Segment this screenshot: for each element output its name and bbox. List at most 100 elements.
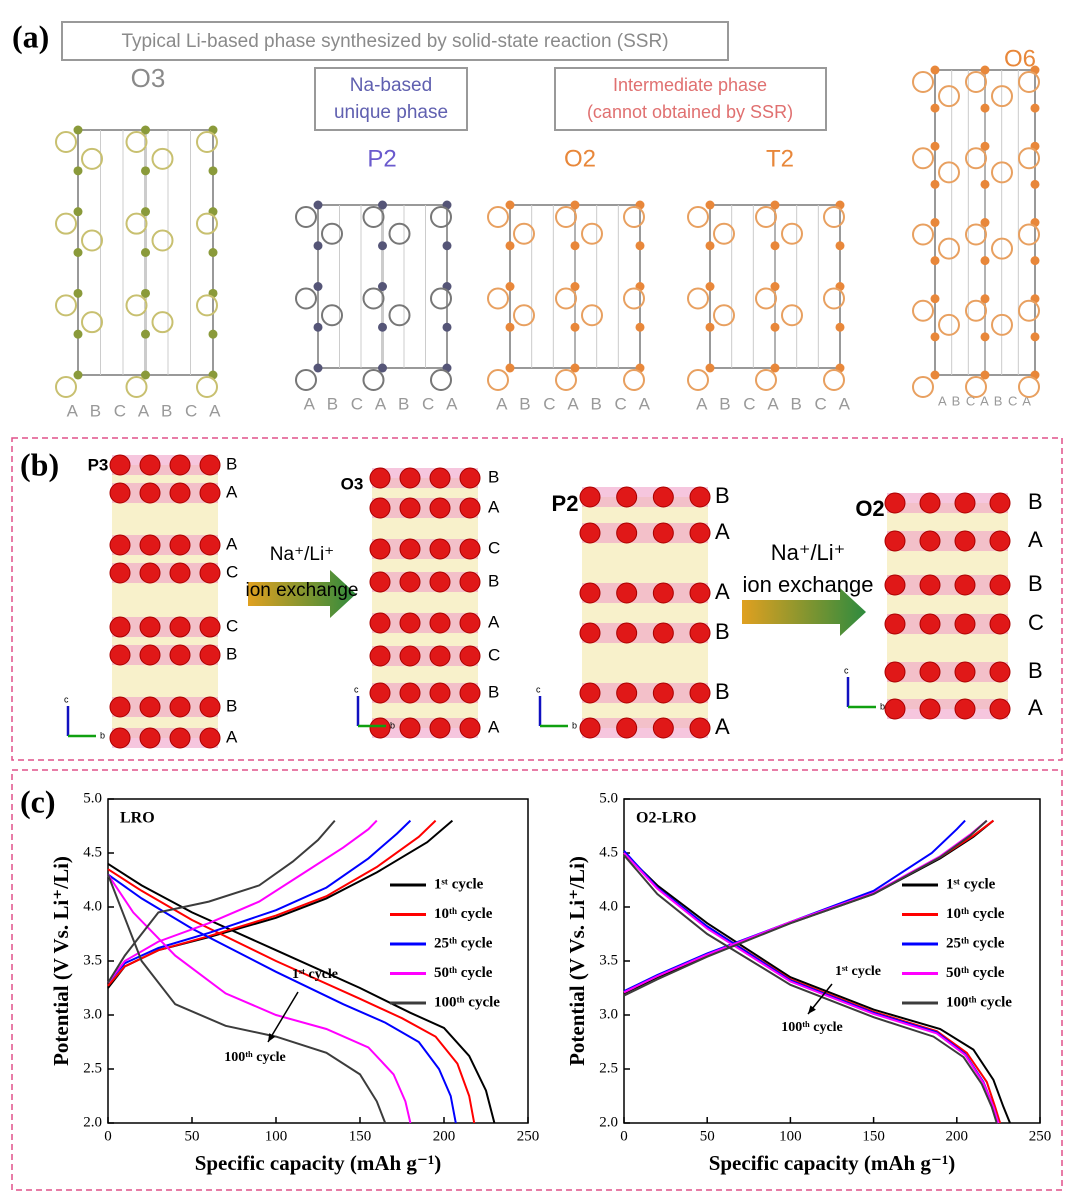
legend-label: 10ᵗʰ cycle	[946, 906, 1005, 922]
octahedra-layer	[582, 523, 708, 543]
oxygen-atom	[623, 369, 645, 391]
oxygen-atom	[169, 534, 191, 556]
metal-atom	[570, 322, 580, 332]
discharge-curve	[623, 854, 998, 1124]
metal-atom	[1030, 103, 1040, 113]
metal-atom	[930, 256, 940, 266]
oxygen-atom	[388, 304, 411, 327]
oxygen-atom	[579, 486, 601, 508]
x-axis-label: Specific capacity (mAh g⁻¹)	[709, 1151, 956, 1175]
stacking-label: A B C A B C A	[938, 393, 1032, 408]
oxygen-atom	[81, 147, 103, 170]
oxygen-atom	[169, 696, 191, 718]
x-tick-label: 100	[779, 1128, 802, 1144]
oxygen-atom	[487, 369, 509, 391]
octahedra-layer	[112, 563, 218, 583]
y-tick-label: 3.0	[83, 1006, 102, 1022]
oxygen-atom	[109, 696, 131, 718]
metal-atom	[313, 241, 323, 251]
metal-atom	[705, 200, 715, 210]
annotation-arrow	[267, 991, 299, 1043]
x-tick-label: 250	[1029, 1128, 1052, 1144]
metal-atom	[770, 282, 780, 291]
oxygen-atom	[109, 534, 131, 556]
layer-label: A	[715, 714, 730, 739]
oxygen-atom	[884, 698, 906, 720]
oxygen-atom	[55, 212, 77, 235]
oxygen-atom	[362, 287, 385, 310]
oxygen-atom	[295, 287, 317, 310]
oxygen-atom	[169, 454, 191, 476]
oxygen-atom	[459, 538, 481, 560]
oxygen-atom	[125, 294, 148, 317]
oxygen-atom	[139, 727, 161, 749]
discharge-curve	[107, 874, 412, 1124]
oxygen-atom	[687, 369, 709, 391]
oxygen-atom	[652, 622, 674, 644]
oxygen-atom	[579, 582, 601, 604]
metal-atom	[378, 241, 387, 251]
oxygen-atom	[321, 222, 343, 245]
metal-atom	[705, 282, 715, 291]
oxygen-atom	[912, 376, 934, 398]
metal-atom	[835, 322, 845, 332]
oxygen-atom	[399, 682, 421, 704]
metal-atom	[208, 329, 218, 339]
oxygen-atom	[623, 287, 645, 310]
metal-atom	[1030, 179, 1040, 189]
oxygen-atom	[139, 616, 161, 638]
oxygen-atom	[369, 717, 391, 739]
oxygen-atom	[616, 622, 638, 644]
x-tick-label: 250	[517, 1128, 540, 1144]
oxygen-atom	[109, 616, 131, 638]
layer-label: B	[226, 454, 237, 473]
metal-atom	[770, 200, 780, 210]
oxygen-atom	[139, 696, 161, 718]
oxygen-atom	[919, 613, 941, 635]
chart: 0 50 100 150 200 250 2.0 2.5 3.0 3.5 4.0 4.5 5.0 LRO S…	[49, 790, 539, 1174]
octahedra-layer	[582, 683, 708, 703]
charge-curve	[107, 819, 437, 987]
oxygen-atom	[689, 717, 711, 739]
metal-atom	[73, 288, 83, 298]
layer-label: C	[1028, 610, 1044, 635]
octahedra-layer	[112, 645, 218, 665]
y-tick-label: 4.0	[599, 898, 618, 914]
octahedra-layer	[582, 623, 708, 643]
metal-atom	[930, 141, 940, 151]
layer-label: B	[1028, 571, 1043, 596]
oxygen-atom	[151, 311, 174, 334]
y-tick-label: 2.0	[83, 1114, 102, 1130]
oxygen-atom	[459, 571, 481, 593]
oxygen-atom	[429, 467, 451, 489]
discharge-curve	[623, 852, 1011, 1124]
metal-atom	[980, 370, 990, 380]
oxygen-atom	[1018, 147, 1040, 170]
structure-name: T2	[766, 145, 794, 172]
structure-name: O3	[131, 63, 166, 93]
octahedra-layer	[372, 718, 478, 738]
metal-atom	[635, 322, 645, 332]
oxygen-atom	[965, 376, 987, 398]
metal-atom	[980, 332, 990, 342]
na-box-text: Na-based	[350, 75, 432, 96]
oxygen-atom	[1018, 223, 1040, 246]
layer-label: C	[488, 538, 500, 557]
annotation: 100ᵗʰ cycle	[781, 1020, 843, 1035]
metal-atom	[980, 256, 990, 266]
axis-letter: c	[536, 684, 541, 694]
x-tick-label: 200	[433, 1128, 456, 1144]
metal-atom	[980, 218, 990, 227]
oxygen-atom	[689, 582, 711, 604]
x-tick-label: 200	[946, 1128, 969, 1144]
oxygen-atom	[429, 538, 451, 560]
na-box-text: unique phase	[334, 102, 448, 123]
chart: 0 50 100 150 200 250 2.0 2.5 3.0 3.5 4.0 4.5 5.0 O2-L…	[565, 790, 1051, 1174]
oxygen-atom	[199, 534, 221, 556]
oxygen-atom	[139, 482, 161, 504]
oxygen-atom	[109, 644, 131, 666]
oxygen-atom	[429, 612, 451, 634]
oxygen-atom	[139, 562, 161, 584]
metal-atom	[141, 207, 150, 217]
oxygen-atom	[139, 454, 161, 476]
